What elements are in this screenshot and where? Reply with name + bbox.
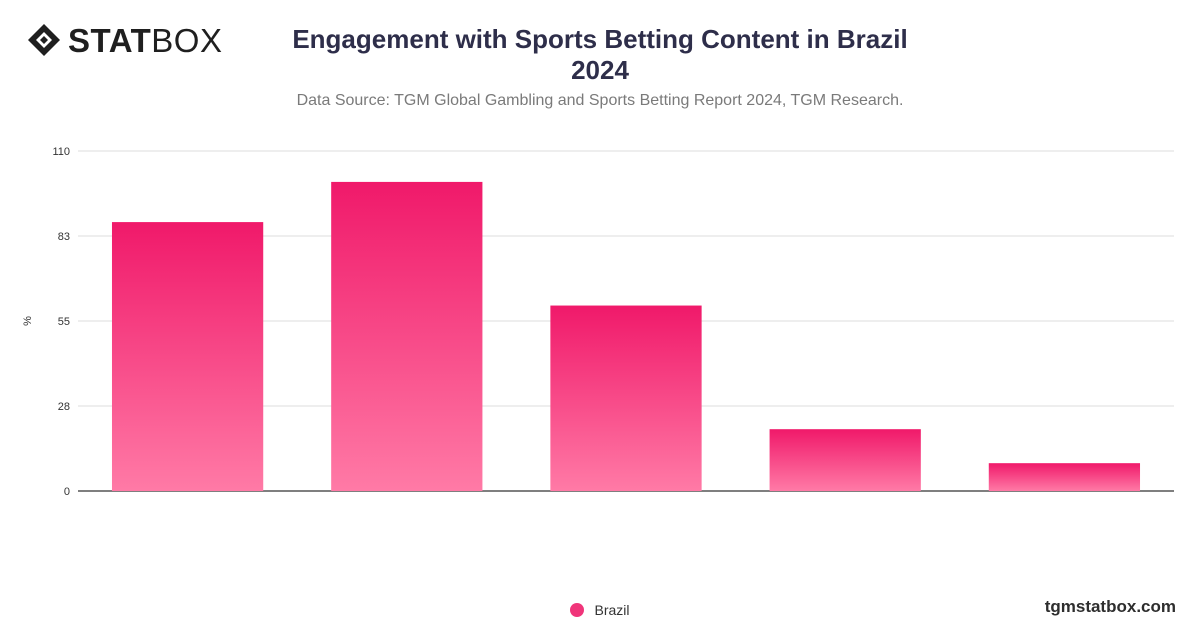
chart-title-line-1: Engagement with Sports Betting Content i… [292,24,908,54]
chart-legend: Brazil [0,602,1200,618]
legend-label-brazil: Brazil [594,602,630,618]
y-axis-label: % [22,316,34,326]
bar-2[interactable] [331,181,483,491]
statbox-logo-icon [28,24,60,56]
logo-bold-text: STAT [68,21,152,59]
y-tick-label: 110 [52,146,70,158]
y-tick-label: 55 [58,316,70,328]
chart-title: Engagement with Sports Betting Content i… [250,24,950,86]
bar-1[interactable] [111,222,264,491]
chart-subtitle: Data Source: TGM Global Gambling and Spo… [296,92,904,109]
site-url: tgmstatbox.com [1044,597,1176,616]
y-tick-label: 28 [58,401,70,413]
brand-logo: STATBOX [26,22,222,58]
logo-light-text: BOX [151,21,223,59]
legend-marker-brazil [570,603,585,617]
y-tick-label: 83 [58,231,70,243]
bar-4[interactable] [769,429,921,491]
bar-5[interactable] [988,463,1141,491]
y-tick-label: 0 [64,486,70,498]
chart-title-line-2: 2024 [571,55,629,85]
bar-3[interactable] [550,305,702,491]
logo-wordmark: STATBOX [68,24,222,57]
